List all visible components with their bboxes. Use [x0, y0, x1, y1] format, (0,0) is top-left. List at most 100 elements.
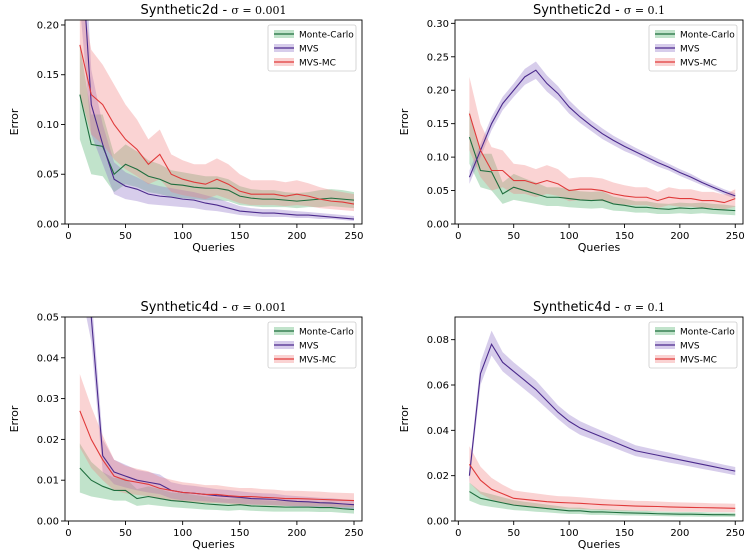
legend: Monte-Carlo MVS MVS-MC — [648, 24, 738, 72]
chart-panel-2: 0 50 100 150 200 250 0.00 0.05 0.10 0.15 0.20 0.25 0… — [398, 3, 745, 254]
chart-title-name: Synthetic2d - — [140, 3, 231, 18]
y-tick-label: 0.00 — [427, 517, 449, 528]
chart-title-sigma: σ = 0.1 — [624, 301, 665, 314]
legend-label-mvs-mc: MVS-MC — [680, 59, 717, 69]
legend: Monte-Carlo MVS MVS-MC — [648, 321, 738, 369]
y-tick-label: 0.25 — [427, 52, 449, 63]
chart-title-sigma: σ = 0.001 — [231, 4, 286, 17]
x-tick-label: 250 — [344, 528, 363, 539]
axes-frame — [454, 19, 744, 225]
legend-box — [648, 24, 738, 72]
y-tick-label: 0.02 — [427, 471, 449, 482]
x-tick-label: 150 — [230, 231, 249, 242]
legend: Monte-Carlo MVS MVS-MC — [267, 24, 357, 72]
axes-frame — [454, 316, 744, 522]
y-tick-label: 0.00 — [37, 220, 59, 231]
x-tick-label: 50 — [119, 528, 132, 539]
x-tick-label: 50 — [119, 231, 132, 242]
x-tick-label: 250 — [726, 528, 745, 539]
line-monte-carlo — [79, 467, 355, 511]
chart-panel-3: 0 50 100 150 200 250 0.00 0.01 0.02 0.03 0.04 0.05 S… — [8, 300, 364, 551]
y-axis-label: Error — [8, 108, 21, 135]
legend-label-mvs-mc: MVS-MC — [299, 59, 336, 69]
y-tick-label: 0.05 — [427, 186, 449, 197]
band-monte-carlo — [79, 44, 355, 209]
plot-area — [79, 20, 355, 222]
legend-label-mvs: MVS — [299, 45, 319, 55]
y-tick-label: 0.01 — [37, 476, 59, 487]
y-tick-label: 0.20 — [427, 86, 449, 97]
band-monte-carlo — [469, 482, 736, 517]
chart-title: Synthetic2d - σ = 0.001 — [140, 3, 286, 18]
x-axis-label: Queries — [192, 241, 235, 254]
y-tick-label: 0.02 — [37, 435, 59, 446]
x-tick-label: 150 — [615, 528, 634, 539]
chart-title: Synthetic4d - σ = 0.1 — [533, 300, 665, 315]
x-axis-label: Queries — [578, 538, 621, 551]
legend-label-monte-carlo: Monte-Carlo — [680, 328, 735, 338]
legend-box — [648, 321, 738, 369]
line-monte-carlo — [79, 94, 355, 202]
x-axis-label: Queries — [192, 538, 235, 551]
band-mvs — [469, 330, 736, 483]
y-tick-label: 0.04 — [427, 426, 449, 437]
y-tick-label: 0.10 — [37, 120, 59, 131]
chart-title: Synthetic2d - σ = 0.1 — [533, 3, 665, 18]
legend-label-monte-carlo: Monte-Carlo — [299, 328, 354, 338]
x-tick-label: 0 — [65, 528, 71, 539]
line-mvs — [468, 342, 736, 476]
y-tick-label: 0.20 — [37, 20, 59, 31]
legend-box — [267, 321, 357, 369]
x-tick-label: 100 — [173, 231, 192, 242]
band-mvs-mc — [469, 76, 736, 210]
chart-title-sigma: σ = 0.001 — [231, 301, 286, 314]
legend-label-mvs: MVS — [680, 45, 700, 55]
x-tick-label: 100 — [560, 231, 579, 242]
band-monte-carlo — [469, 110, 736, 216]
legend-label-mvs: MVS — [299, 342, 319, 352]
x-tick-label: 100 — [173, 528, 192, 539]
y-axis-label: Error — [398, 108, 411, 135]
band-mvs-mc — [79, 374, 355, 508]
x-tick-label: 200 — [287, 231, 306, 242]
y-tick-label: 0.03 — [37, 394, 59, 405]
chart-title-name: Synthetic4d - — [533, 300, 624, 315]
x-tick-label: 50 — [507, 231, 520, 242]
chart-title-name: Synthetic4d - — [140, 300, 231, 315]
x-tick-label: 200 — [287, 528, 306, 539]
y-tick-label: 0.06 — [427, 381, 449, 392]
chart-title-name: Synthetic2d - — [533, 3, 624, 18]
band-mvs-mc — [469, 446, 736, 513]
y-tick-label: 0.30 — [427, 19, 449, 30]
legend-label-mvs: MVS — [680, 342, 700, 352]
chart-title-sigma: σ = 0.1 — [624, 4, 665, 17]
y-tick-label: 0.00 — [37, 517, 59, 528]
chart-title: Synthetic4d - σ = 0.001 — [140, 300, 286, 315]
line-mvs-mc — [79, 410, 355, 502]
line-mvs — [468, 69, 736, 197]
line-mvs-mc — [468, 113, 736, 204]
legend-label-monte-carlo: Monte-Carlo — [299, 31, 354, 41]
x-tick-label: 0 — [455, 528, 461, 539]
y-tick-label: 0.04 — [37, 353, 59, 364]
y-tick-label: 0.00 — [427, 220, 449, 231]
chart-panel-4: 0 50 100 150 200 250 0.00 0.02 0.04 0.06 0.08 Synth… — [398, 300, 745, 551]
line-mvs — [90, 317, 355, 506]
line-mvs-mc — [79, 44, 355, 205]
y-tick-label: 0.08 — [427, 335, 449, 346]
y-axis-label: Error — [398, 405, 411, 432]
legend-label-monte-carlo: Monte-Carlo — [680, 31, 735, 41]
y-tick-label: 0.05 — [37, 170, 59, 181]
band-mvs — [469, 61, 736, 199]
x-axis-label: Queries — [578, 241, 621, 254]
legend: Monte-Carlo MVS MVS-MC — [267, 321, 357, 369]
legend-box — [267, 24, 357, 72]
x-tick-label: 100 — [560, 528, 579, 539]
y-tick-label: 0.15 — [37, 70, 59, 81]
x-tick-label: 250 — [726, 231, 745, 242]
axes-frame — [64, 316, 363, 522]
x-tick-label: 150 — [615, 231, 634, 242]
axes-frame — [64, 19, 363, 225]
legend-label-mvs-mc: MVS-MC — [680, 356, 717, 366]
